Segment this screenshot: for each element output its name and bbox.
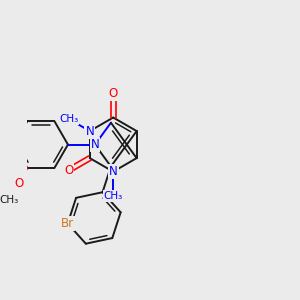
Text: Br: Br [61,217,74,230]
Text: CH₃: CH₃ [103,191,123,201]
Text: O: O [14,177,23,190]
Text: CH₃: CH₃ [0,195,19,205]
Text: N: N [109,165,118,178]
Text: O: O [64,164,73,177]
Text: CH₃: CH₃ [59,114,78,124]
Text: N: N [85,124,94,138]
Text: O: O [109,87,118,100]
Text: N: N [91,138,99,151]
